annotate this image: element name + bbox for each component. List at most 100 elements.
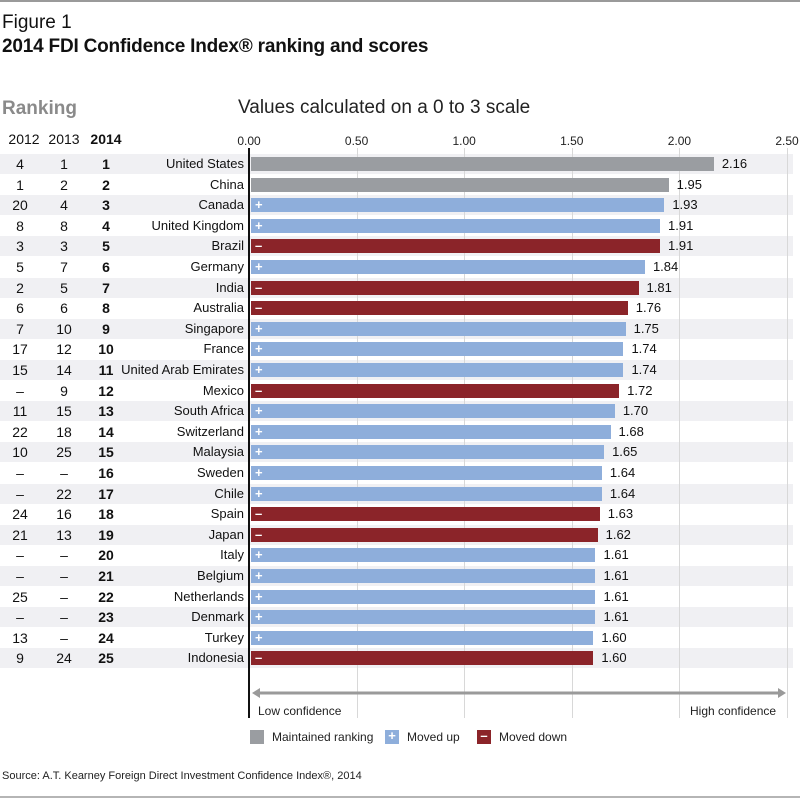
- table-row: 8 8 4 United Kingdom: [0, 216, 793, 236]
- value-label: 1.84: [652, 259, 679, 274]
- minus-icon: –: [255, 300, 263, 316]
- bar-moved-up: +: [251, 465, 602, 480]
- rank-2014: 2: [102, 176, 110, 193]
- rank-2014: 10: [98, 341, 114, 358]
- rank-2014: 22: [98, 588, 114, 605]
- x-tick-label: 1.50: [560, 134, 584, 148]
- value-label: 1.62: [605, 526, 631, 542]
- value-label: 1.64: [609, 485, 636, 501]
- minus-icon: –: [255, 238, 263, 254]
- country-label: Italy: [220, 547, 244, 563]
- rank-2012: –: [16, 568, 24, 584]
- rank-2013: 6: [60, 300, 68, 317]
- rank-2014: 13: [98, 403, 114, 420]
- rank-2014: 6: [102, 259, 110, 275]
- legend-label-moved-down: Moved down: [499, 730, 568, 744]
- high-confidence-label: High confidence: [690, 704, 777, 718]
- country-label: United Kingdom: [151, 217, 245, 233]
- country-label: Australia: [193, 300, 244, 316]
- value-label: 1.74: [631, 341, 657, 357]
- rank-2013: –: [60, 609, 68, 626]
- rank-2013: 18: [56, 423, 72, 440]
- legend-label-moved-up: Moved up: [407, 730, 460, 744]
- plus-icon: +: [255, 320, 263, 336]
- value-label: 1.63: [607, 506, 634, 522]
- value-label: 1.61: [603, 547, 629, 563]
- x-tick-label: 2.00: [667, 134, 692, 148]
- rank-2013: 4: [60, 197, 68, 214]
- bar-moved-up: +: [251, 609, 596, 625]
- rank-2014: 25: [98, 650, 114, 667]
- bar-moved-up: +: [251, 589, 596, 604]
- plus-icon: +: [255, 568, 263, 583]
- rank-2014: 23: [98, 609, 114, 626]
- bottom-rule: [0, 796, 800, 798]
- minus-icon: –: [255, 382, 263, 398]
- plus-icon: +: [255, 403, 263, 419]
- rank-2014: 14: [98, 423, 114, 440]
- minus-icon: –: [255, 279, 263, 295]
- value-label: 1.61: [603, 588, 629, 604]
- table-row: 25 – 22 Netherlands: [0, 587, 793, 607]
- rank-2012: 3: [16, 238, 24, 255]
- value-label: 1.61: [603, 568, 629, 583]
- plus-icon: +: [255, 444, 263, 460]
- rank-2013: 15: [56, 403, 72, 420]
- bar-moved-up: +: [251, 424, 611, 439]
- legend-moved-down: – Moved down: [477, 728, 567, 746]
- legend-moved-up: + Moved up: [385, 728, 460, 746]
- bar-moved-down: –: [251, 382, 620, 398]
- rank-2012: 6: [16, 300, 24, 317]
- value-label: 1.91: [668, 238, 694, 254]
- bar-moved-up: +: [251, 341, 624, 357]
- rank-2014: 24: [98, 629, 114, 646]
- rank-2013: 25: [56, 444, 72, 461]
- legend-swatch-moved-down: –: [477, 728, 491, 744]
- value-label: 1.93: [672, 197, 698, 213]
- country-label: Japan: [208, 526, 244, 542]
- value-label: 1.65: [612, 444, 638, 460]
- country-label: South Africa: [173, 403, 244, 419]
- top-rule: [0, 0, 800, 2]
- minus-icon: –: [255, 526, 263, 542]
- value-label: 1.60: [601, 629, 627, 645]
- rank-2014: 15: [98, 444, 114, 461]
- value-label: 1.75: [633, 320, 659, 336]
- rank-2013: –: [60, 588, 68, 605]
- country-label: Malaysia: [192, 444, 244, 460]
- rank-2012: 25: [12, 588, 28, 605]
- table-row: 17 12 10 France: [0, 339, 793, 359]
- rank-2013: 5: [60, 279, 68, 296]
- country-label: Chile: [214, 485, 244, 501]
- bar-moved-down: –: [251, 300, 628, 316]
- rank-2013: 8: [60, 217, 68, 234]
- rank-2013: 14: [56, 362, 72, 378]
- country-label: Brazil: [211, 238, 244, 254]
- bar-moved-up: +: [251, 218, 661, 233]
- table-row: 13 – 24 Turkey: [0, 628, 793, 648]
- value-label: 1.70: [622, 403, 649, 419]
- rank-2012: 2: [16, 279, 24, 296]
- country-label: China: [210, 176, 244, 192]
- rank-2014: 5: [102, 238, 110, 255]
- country-label: Mexico: [202, 382, 244, 398]
- rank-2014: 8: [102, 300, 110, 317]
- plus-icon: +: [255, 547, 263, 563]
- rank-2014: 20: [98, 547, 114, 564]
- rank-2013: –: [60, 568, 68, 584]
- country-label: Singapore: [184, 320, 244, 336]
- value-label: 1.60: [601, 650, 627, 666]
- rank-2012: –: [16, 382, 24, 399]
- bar-maintained: [251, 157, 714, 171]
- rank-2013: 24: [56, 650, 72, 667]
- ranking-header: Ranking: [2, 98, 77, 119]
- plus-icon: +: [255, 629, 263, 645]
- country-label: Spain: [210, 506, 244, 522]
- country-label: Netherlands: [173, 588, 244, 604]
- minus-icon: –: [255, 650, 263, 666]
- col-header-2014: 2014: [90, 131, 122, 147]
- gridline: [787, 148, 788, 718]
- rank-2012: 17: [12, 341, 28, 358]
- value-label: 1.68: [618, 423, 644, 439]
- rank-2014: 1: [102, 156, 110, 172]
